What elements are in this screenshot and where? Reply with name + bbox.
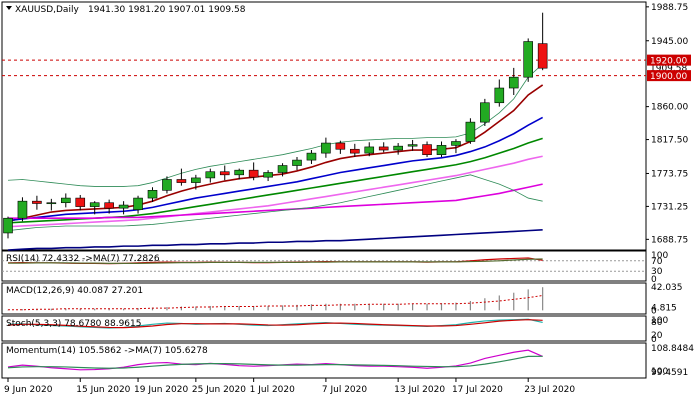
momentum-line-1 [7, 355, 543, 369]
macd-title: MACD(12,26,9) 40.087 27.201 [6, 286, 143, 296]
time-tick-label: 17 Jul 2020 [452, 385, 503, 395]
candle-body [523, 41, 534, 78]
stoch-tick-label: 80 [651, 318, 663, 328]
ohlc-header: 1941.30 1981.20 1907.01 1909.58 [88, 5, 246, 15]
momentum-tick-label: 99.4591 [651, 368, 688, 378]
momentum-panel-frame [1, 342, 647, 379]
candle-body [508, 76, 519, 89]
price-tick-label: 1988.75 [651, 3, 688, 13]
candle-body [537, 43, 548, 69]
momentum-title: Momentum(14) 105.5862 ->MA(7) 105.6278 [6, 346, 208, 356]
price-tick-label: 1688.75 [651, 235, 688, 245]
time-tick-label: 19 Jun 2020 [134, 385, 188, 395]
candle-body [219, 171, 230, 176]
time-tick-label: 15 Jun 2020 [76, 385, 130, 395]
candle-body [46, 202, 57, 205]
level-tag-1: 1900.00 [650, 72, 687, 82]
candle-body [75, 197, 86, 207]
rsi-tick-label: 30 [651, 267, 663, 277]
stoch-title: Stoch(5,3,3) 78.6780 88.9615 [6, 319, 141, 329]
candle-body [17, 200, 28, 219]
stoch-tick-label: 0 [651, 335, 657, 345]
level-tag-0: 1920.00 [650, 57, 687, 67]
candle-body [205, 171, 216, 179]
ma-line-6 [7, 63, 543, 187]
ma-line-3 [7, 155, 543, 228]
rsi-tick-label: 0 [651, 275, 657, 285]
candle-body [162, 179, 172, 191]
candle-body [60, 197, 71, 204]
stoch-tick-label: 100 [651, 316, 668, 326]
candle-body [104, 202, 114, 209]
time-tick-label: 25 Jun 2020 [192, 385, 246, 395]
candle-body [306, 152, 317, 161]
ma-line-1 [7, 116, 544, 222]
candle-body [118, 204, 129, 209]
current-price-label: 1909.58 [650, 64, 687, 74]
candle-body [176, 179, 187, 183]
ma-line-0 [7, 84, 544, 223]
time-tick-label: 1 Jul 2020 [250, 385, 295, 395]
candle-body [393, 145, 403, 151]
candle-body [133, 197, 143, 210]
momentum-tick-label: 100 [651, 367, 668, 377]
level-tag-bg-0 [647, 54, 691, 66]
candle-body [422, 144, 432, 155]
ma-line-4 [8, 183, 543, 220]
main-panel-frame [1, 1, 647, 251]
candle-body [407, 144, 418, 147]
candle-body [451, 141, 461, 146]
momentum-tick-label: 108.8484 [651, 344, 694, 354]
rsi-title: RSI(14) 72.4332 ->MA(7) 77.2826 [6, 254, 160, 264]
macd-tick-label: 4.815 [651, 304, 677, 314]
candle-body [234, 169, 244, 176]
price-tick-label: 1860.00 [651, 103, 688, 113]
candle-body [32, 200, 42, 204]
candle-body [364, 146, 375, 154]
price-tick-label: 1731.25 [651, 202, 688, 212]
ma-line-7 [7, 174, 543, 232]
candle-body [335, 142, 346, 150]
candle-body [465, 121, 476, 142]
time-tick-label: 23 Jul 2020 [524, 385, 575, 395]
candle-body [378, 146, 389, 151]
candle-body [147, 190, 158, 199]
candle-body [263, 172, 273, 178]
candle-body [436, 145, 447, 155]
candle-body [292, 159, 302, 166]
candle-body [3, 217, 13, 234]
price-tick-label: 1773.75 [651, 169, 688, 179]
candle-body [89, 202, 100, 207]
stoch-tick-label: 20 [651, 331, 663, 341]
time-tick-label: 7 Jul 2020 [322, 385, 367, 395]
level-tag-bg-1 [647, 70, 691, 82]
rsi-panel-frame [1, 250, 647, 282]
candle-body [480, 102, 490, 123]
candle-body [248, 169, 259, 178]
rsi-tick-label: 100 [651, 251, 668, 261]
time-tick-label: 13 Jul 2020 [394, 385, 445, 395]
price-tick-label: 1945.00 [651, 37, 688, 47]
macd-panel-frame [1, 282, 647, 315]
chart-title: XAUUSD,Daily [15, 5, 79, 15]
macd-tick-label: 0 [651, 306, 657, 316]
macd-signal-line [8, 294, 543, 311]
macd-tick-label: 42.035 [651, 283, 683, 293]
candle-body [349, 148, 360, 154]
stoch-panel-frame [1, 315, 647, 342]
candle-body [494, 87, 505, 104]
stoch-line-1 [7, 319, 543, 329]
ma-line-5 [7, 229, 543, 251]
candle-body [191, 177, 201, 183]
time-tick-label: 9 Jun 2020 [4, 385, 53, 395]
price-tick-label: 1817.50 [651, 136, 688, 146]
rsi-tick-label: 70 [651, 257, 663, 267]
title-dropdown-icon [6, 6, 12, 10]
rsi-line-1 [8, 258, 543, 264]
candle-body [277, 165, 288, 173]
candle-body [321, 142, 331, 154]
